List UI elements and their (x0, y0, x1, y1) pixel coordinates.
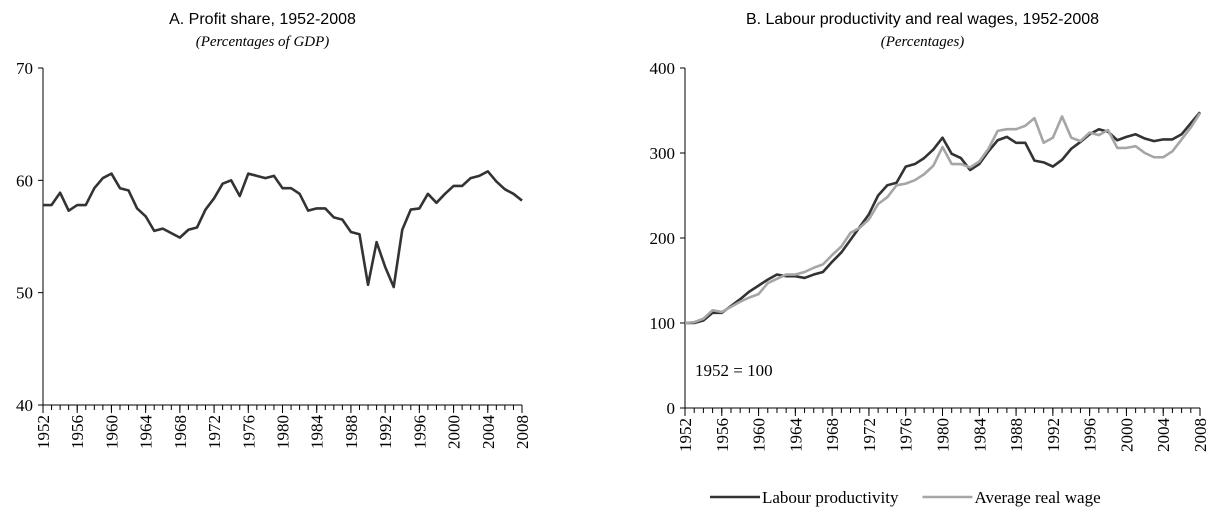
x-tick-label: 2000 (1117, 418, 1136, 452)
legend-label: Labour productivity (762, 488, 899, 507)
annotation: 1952 = 100 (695, 361, 773, 380)
x-tick-label: 1952 (34, 415, 53, 449)
x-tick-label: 1984 (970, 418, 989, 453)
legend-label: Average real wage (974, 488, 1100, 507)
y-tick-label: 60 (16, 171, 33, 190)
x-tick-label: 1996 (1081, 418, 1100, 452)
x-tick-label: 1992 (1044, 418, 1063, 452)
chart-subtitle: (Percentages of GDP) (196, 34, 330, 50)
x-tick-label: 2008 (1191, 418, 1210, 452)
x-tick-label: 1980 (274, 415, 293, 449)
chart-subtitle: (Percentages) (881, 34, 965, 50)
x-tick-label: 1988 (342, 415, 361, 449)
chart-title: B. Labour productivity and real wages, 1… (746, 11, 1099, 28)
x-tick-label: 1960 (102, 415, 121, 449)
x-tick-label: 1992 (376, 415, 395, 449)
x-tick-label: 1972 (860, 418, 879, 452)
y-tick-label: 400 (650, 59, 676, 78)
x-tick-label: 1988 (1007, 418, 1026, 452)
x-tick-label: 1972 (205, 415, 224, 449)
y-tick-label: 0 (667, 399, 676, 418)
data-line (684, 112, 1202, 325)
x-tick-label: 1956 (68, 415, 87, 449)
y-tick-label: 50 (16, 284, 33, 303)
y-tick-label: 300 (650, 144, 676, 163)
x-tick-label: 1976 (897, 418, 916, 452)
x-tick-label: 1980 (934, 418, 953, 452)
y-tick-label: 200 (650, 229, 676, 248)
x-tick-label: 2004 (1154, 418, 1173, 453)
x-tick-label: 1984 (308, 415, 327, 450)
x-tick-label: 2008 (513, 415, 532, 449)
chart-title: A. Profit share, 1952-2008 (169, 11, 356, 28)
y-tick-label: 40 (16, 396, 33, 415)
x-tick-label: 1968 (823, 418, 842, 452)
x-tick-label: 1952 (676, 418, 695, 452)
x-tick-label: 1960 (750, 418, 769, 452)
y-tick-label: 70 (16, 59, 33, 78)
y-tick-label: 100 (650, 314, 676, 333)
x-tick-label: 1976 (239, 415, 258, 449)
x-tick-label: 1996 (410, 415, 429, 449)
x-tick-label: 2000 (445, 415, 464, 449)
x-tick-label: 2004 (479, 415, 498, 450)
x-tick-label: 1968 (171, 415, 190, 449)
data-line (685, 111, 1201, 325)
x-tick-label: 1964 (137, 415, 156, 450)
data-line (43, 170, 523, 289)
x-tick-label: 1964 (786, 418, 805, 453)
x-tick-label: 1956 (713, 418, 732, 452)
